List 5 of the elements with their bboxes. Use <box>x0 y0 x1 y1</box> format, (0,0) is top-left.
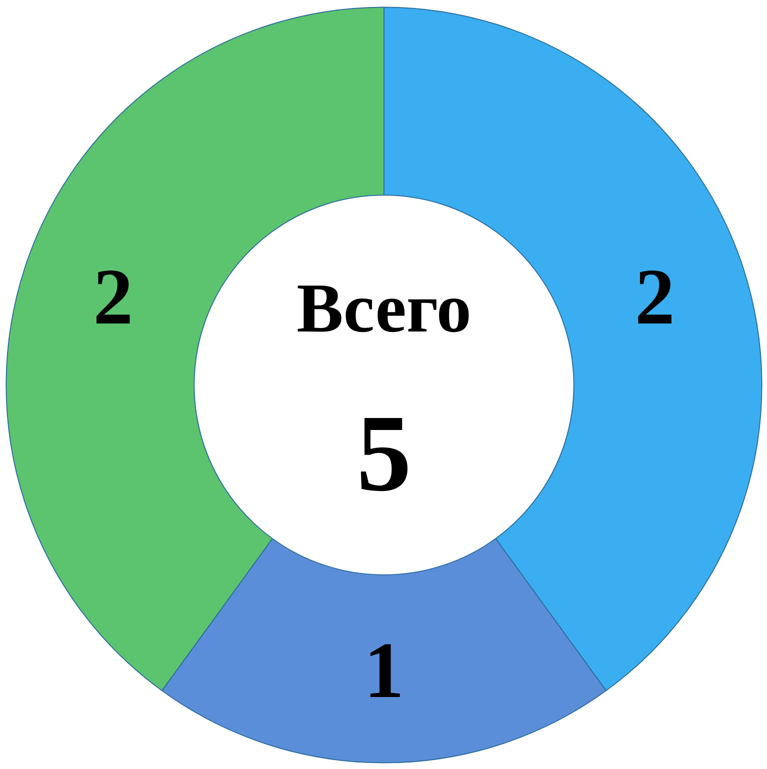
data-label: 2 <box>634 253 675 342</box>
text: 5 <box>356 392 412 514</box>
data-label: 2 <box>93 253 134 342</box>
data-label: 1 <box>364 627 404 716</box>
text: Всего <box>296 270 472 348</box>
